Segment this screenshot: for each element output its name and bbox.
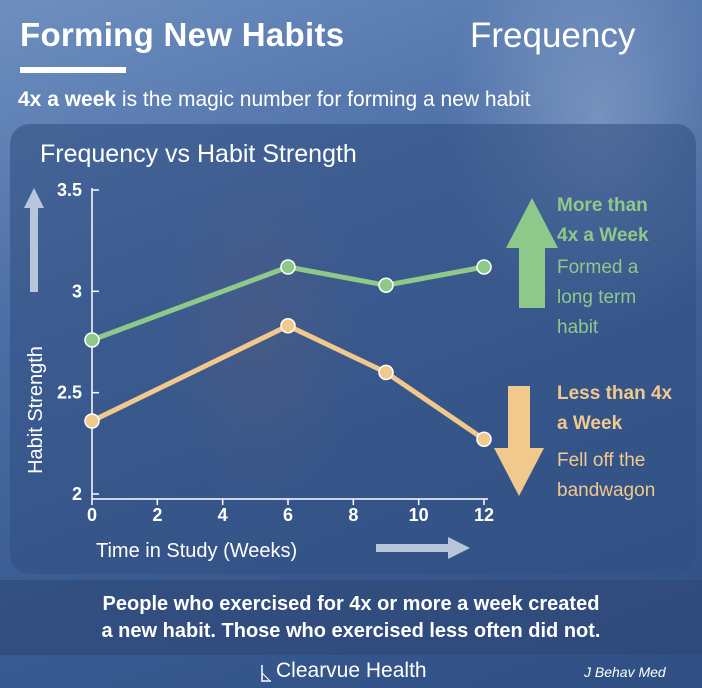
x-tick-label: 6 [283,505,293,525]
y-tick-label: 3 [72,281,82,301]
data-point [280,259,296,275]
page-title: Forming New Habits [20,16,345,53]
legend-less-desc-line2: bandwagon [557,480,656,501]
y-tick-labels: 2 2.5 3 3.5 [57,180,82,504]
topic-label: Frequency [470,16,636,55]
y-axis-label: Habit Strength [25,346,47,474]
x-tick-marks [91,499,485,505]
y-tick-label: 2.5 [57,383,82,403]
subtitle: 4x a week is the magic number for formin… [18,88,530,112]
y-tick-label: 3.5 [57,180,82,200]
series-line [89,264,487,343]
x-tick-label: 12 [474,505,494,525]
brand-logo-icon [261,665,271,682]
down-arrow-icon [494,386,544,496]
x-tick-label: 2 [152,505,162,525]
y-tick-marks [92,189,99,495]
source-citation: J Behav Med [584,664,666,680]
legend-less-description: Fell off the bandwagon [557,446,655,506]
subtitle-text: is the magic number for forming a new ha… [116,88,531,111]
footer-band [0,580,702,655]
data-point [476,259,492,275]
y-axis-arrow-icon [24,188,44,292]
legend-more-desc-line3: habit [557,317,599,338]
series-more-than-4x [84,259,492,348]
x-tick-label: 0 [87,505,97,525]
legend-more-description: Formed a long term habit [557,253,638,343]
chart-title: Frequency vs Habit Strength [40,140,357,168]
data-point [378,364,394,381]
legend-less-title-line1: Less than 4x [557,383,673,404]
x-tick-labels: 0 2 4 6 8 10 12 [87,505,494,525]
x-tick-label: 10 [409,505,429,525]
series-less-than-4x [84,318,492,448]
y-tick-label: 2 [72,484,82,504]
x-tick-label: 8 [348,505,358,525]
subtitle-highlight: 4x a week [18,88,117,111]
legend-more-title: More than 4x a Week [557,191,649,251]
legend-less-desc-line1: Fell off the [557,450,646,471]
series-line [89,323,487,442]
data-point [84,413,100,429]
legend-more-desc-line1: Formed a [557,257,639,278]
legend-less-title: Less than 4x a Week [557,379,672,439]
footer-line2: a new habit. Those who exercised less of… [101,620,601,642]
legend-more-title-line2: 4x a Week [557,225,649,246]
legend-more-desc-line2: long term [557,287,637,308]
footer-line1: People who exercised for 4x or more a we… [102,593,600,615]
series-layer [84,259,492,448]
data-point [280,318,296,334]
data-point [476,431,492,448]
data-point [84,332,100,348]
x-tick-label: 4 [218,505,228,525]
title-underline [20,67,126,73]
legend-more-title-line1: More than [557,195,648,216]
data-point [378,277,394,294]
up-arrow-icon [506,198,558,308]
brand-name: Clearvue Health [276,659,427,682]
x-axis-label: Time in Study (Weeks) [96,540,297,562]
x-axis-arrow-icon [376,537,470,559]
footer-summary: People who exercised for 4x or more a we… [20,591,682,645]
legend-less-title-line2: a Week [557,413,623,434]
